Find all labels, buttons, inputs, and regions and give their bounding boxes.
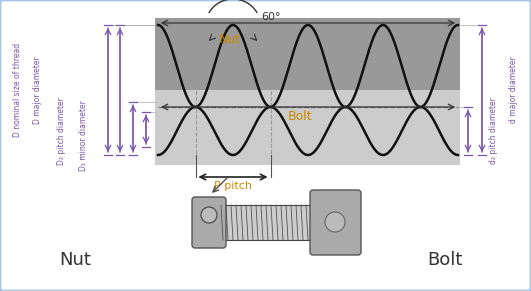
Bar (155, 90, 460, 165)
Text: P pitch: P pitch (214, 181, 252, 191)
FancyBboxPatch shape (310, 190, 361, 255)
Text: d₂ pitch diameter: d₂ pitch diameter (490, 97, 499, 164)
Text: d major diameter: d major diameter (509, 57, 518, 123)
Circle shape (325, 212, 345, 232)
Text: 60°: 60° (261, 12, 280, 22)
FancyBboxPatch shape (192, 197, 226, 248)
Text: D₁ minor diameter: D₁ minor diameter (80, 101, 89, 171)
Text: D major diameter: D major diameter (33, 56, 42, 124)
Bar (155, 18, 460, 110)
Text: Bolt: Bolt (288, 110, 312, 123)
Text: Nut: Nut (219, 33, 241, 46)
Text: D nominal size of thread: D nominal size of thread (13, 43, 22, 137)
Bar (218, 205, 313, 240)
Text: D₂ pitch diameter: D₂ pitch diameter (57, 97, 66, 165)
Circle shape (201, 207, 217, 223)
Text: Nut: Nut (59, 251, 91, 269)
Text: Bolt: Bolt (427, 251, 463, 269)
